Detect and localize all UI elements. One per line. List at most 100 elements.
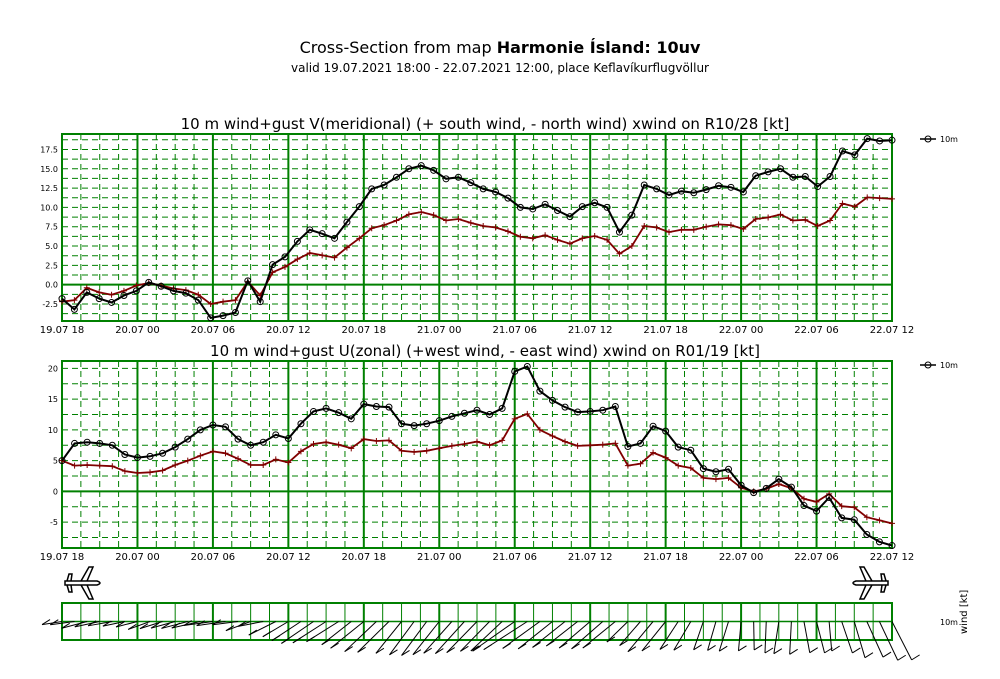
wind-point xyxy=(83,438,91,446)
gust-point xyxy=(480,222,487,229)
legend-label: 10m xyxy=(940,361,958,370)
x-tick-label: 21.07 00 xyxy=(417,325,462,336)
x-tick-label: 20.07 12 xyxy=(266,325,311,336)
gust-point xyxy=(612,440,619,447)
wind-barb-shaft xyxy=(344,621,377,652)
wind-barb-shaft xyxy=(150,621,176,629)
gust-point xyxy=(197,452,204,459)
wind-barb-tick xyxy=(344,646,353,652)
wind-barb-panel: 10m wind [kt] xyxy=(41,590,970,661)
y-tick-label: -5 xyxy=(50,518,58,527)
gust-point xyxy=(84,461,91,468)
wind-point xyxy=(435,417,443,425)
gust-point xyxy=(675,462,682,469)
x-tick-label: 22.07 00 xyxy=(719,552,764,563)
wind-barb-tick xyxy=(435,648,444,654)
gust-point xyxy=(430,212,437,219)
wind-barb-shaft xyxy=(128,621,151,630)
wind-barb-tick xyxy=(693,644,702,651)
wind-point xyxy=(888,136,896,144)
wind-point xyxy=(574,408,582,416)
wind-point xyxy=(368,185,376,193)
y-tick-label: 7.5 xyxy=(45,223,58,232)
gust-point xyxy=(549,433,556,440)
wind-point xyxy=(737,481,745,489)
gust-point xyxy=(71,297,78,304)
wind-barb-tick xyxy=(446,647,455,654)
gust-point xyxy=(310,441,317,448)
wind-barb-tick xyxy=(225,625,235,632)
wind-point xyxy=(712,468,720,476)
gust-point xyxy=(826,490,833,497)
x-tick-label: 21.07 12 xyxy=(568,325,613,336)
wind-point xyxy=(244,277,252,285)
wind-barb-tick xyxy=(292,637,302,644)
gust-point xyxy=(331,254,338,261)
x-tick-label: 20.07 06 xyxy=(191,552,236,563)
wind-barb-tick xyxy=(831,645,840,652)
gust-point xyxy=(220,298,227,305)
wind-barb-tick xyxy=(707,644,716,651)
gust-point xyxy=(172,461,179,468)
gust-point xyxy=(838,503,845,510)
wind-point xyxy=(145,278,153,286)
wind-point xyxy=(120,292,128,299)
x-tick-label: 20.07 06 xyxy=(191,325,236,336)
wind-barb-tick xyxy=(809,647,819,654)
wind-barb-shaft xyxy=(582,621,616,649)
wind-point xyxy=(318,230,326,238)
wind-barb-tick xyxy=(773,648,783,655)
plot-frame xyxy=(61,133,893,322)
gust-point xyxy=(599,441,606,448)
legend-marker xyxy=(924,361,932,369)
gust-point xyxy=(455,216,462,222)
wind-point xyxy=(293,237,301,245)
gust-point xyxy=(542,232,549,239)
wind-point xyxy=(132,287,140,295)
wind-barb-shaft xyxy=(115,621,138,628)
wind-barb-tick xyxy=(87,620,97,627)
wind-point xyxy=(430,166,438,174)
wind-point xyxy=(863,530,871,538)
wind-barb-shaft xyxy=(139,621,163,630)
wind-barb-tick xyxy=(102,620,112,627)
wind-point xyxy=(467,179,475,187)
wind-barb-tick xyxy=(281,638,290,644)
gust-point xyxy=(360,436,367,443)
wind-point xyxy=(875,538,883,546)
wind-point xyxy=(473,406,481,414)
wind-barb-shaft xyxy=(641,621,667,652)
wind-point xyxy=(787,483,795,491)
gust-point xyxy=(368,225,375,232)
page-title: Cross-Section from map Harmonie Ísland: … xyxy=(0,38,1000,57)
wind-point xyxy=(71,439,79,447)
wind-point xyxy=(529,205,537,213)
wind-point xyxy=(269,261,277,269)
wind-point xyxy=(800,502,808,510)
wind-barb-tick xyxy=(306,636,315,643)
wind-point xyxy=(789,173,797,181)
wind-barb-shaft xyxy=(423,621,453,654)
gust-point xyxy=(650,449,657,456)
y-tick-label: 17.5 xyxy=(40,145,58,154)
x-tick-label: 22.07 06 xyxy=(794,325,839,336)
x-tick-label: 19.07 18 xyxy=(40,325,85,336)
wind-barb-shaft xyxy=(375,621,402,654)
gust-point xyxy=(876,517,883,524)
wind-barb-tick xyxy=(852,647,861,654)
wind-barb-shaft xyxy=(558,621,591,649)
gust-point xyxy=(653,224,660,231)
y-tick-label: 10 xyxy=(48,426,58,435)
wind-point xyxy=(184,435,192,443)
gust-point xyxy=(443,217,450,224)
gust-point xyxy=(373,437,380,444)
wind-point xyxy=(95,295,103,303)
gust-point xyxy=(687,465,694,472)
y-tick-label: 5 xyxy=(53,457,58,466)
wind-point xyxy=(615,228,623,236)
gust-point xyxy=(752,216,759,222)
gust-point xyxy=(461,441,468,448)
wind-point xyxy=(219,312,227,320)
wind-point xyxy=(498,404,506,412)
